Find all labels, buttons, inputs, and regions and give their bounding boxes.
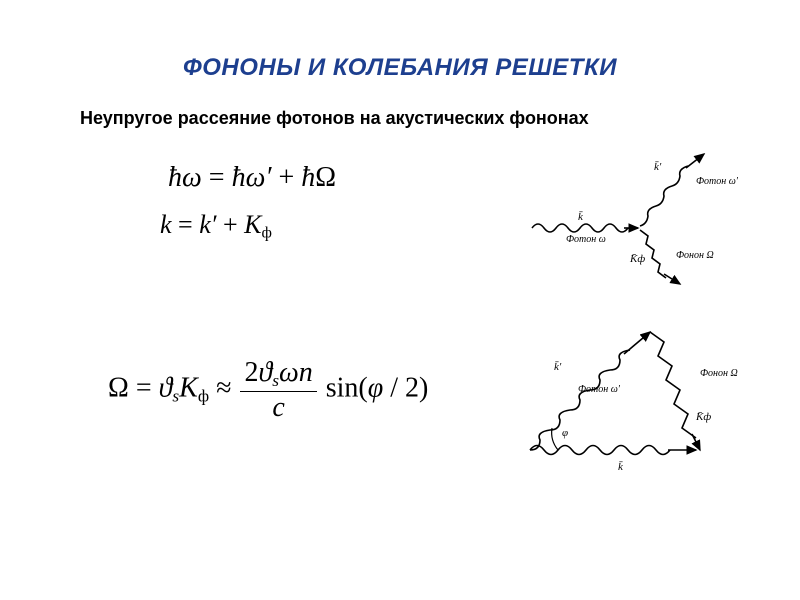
d1-phonon-label: Фонон Ω <box>676 250 714 261</box>
eq1-Omega: Ω <box>315 162 336 193</box>
eq2-eq: = <box>172 210 200 239</box>
eq3-sin: sin( <box>319 373 368 404</box>
eq3-num-n: n <box>299 357 313 388</box>
d2-phonon-label: Фонон Ω <box>700 368 738 379</box>
eq3-K: K <box>179 373 198 404</box>
d1-Kph-label: K̄ф <box>629 253 645 265</box>
eq1-omega: ω <box>182 162 202 193</box>
eq1-eq: = <box>202 162 232 193</box>
eq1-hbar1: ħ <box>168 162 182 193</box>
eq2-k: k <box>160 210 172 239</box>
eq2-phisub: ф <box>261 225 271 242</box>
eq3-num-2: 2 <box>244 357 258 388</box>
d2-Kph-label: K̄ф <box>695 411 711 423</box>
eq3-phisub: ф <box>198 387 209 406</box>
equation-phonon-frequency: Ω = ϑsKф ≈ 2ϑsωnc sin(φ / 2) <box>108 358 428 422</box>
equation-energy-conservation: ħω = ħω′ + ħΩ <box>168 162 336 194</box>
eq3-Omega: Ω <box>108 373 129 404</box>
eq2-kprime: k′ <box>199 210 216 239</box>
eq3-vartheta: ϑ <box>159 373 173 404</box>
eq2-plus: + <box>216 210 244 239</box>
eq3-over2: / 2) <box>383 373 428 404</box>
d2-kprime-label: k̄′ <box>554 361 562 373</box>
d1-photon-in-label: Фотон ω <box>566 234 606 245</box>
eq1-omegaprime: ω′ <box>246 162 272 193</box>
eq3-den-c: c <box>272 392 284 423</box>
eq3-eq: = <box>129 373 159 404</box>
eq2-K: K <box>244 210 261 239</box>
d2-k-label: k̄ <box>618 461 624 473</box>
eq3-num-omega: ω <box>279 357 299 388</box>
slide-title: ФОНОНЫ И КОЛЕБАНИЯ РЕШЕТКИ <box>0 54 800 82</box>
diagram-scattering-vertex: k̄ Фотон ω k̄′ Фотон ω′ K̄ф Фонон Ω <box>520 148 760 293</box>
eq3-phi: φ <box>368 373 384 404</box>
d1-photon-out-label: Фотон ω′ <box>696 176 739 187</box>
eq1-hbar3: ħ <box>301 162 315 193</box>
eq3-approx: ≈ <box>209 373 238 404</box>
equation-momentum-conservation: k = k′ + Kф <box>160 210 272 243</box>
eq3-num-v: ϑ <box>258 357 272 388</box>
d1-kprime-label: k̄′ <box>654 161 662 173</box>
slide-subtitle: Неупругое рассеяние фотонов на акустичес… <box>80 108 589 129</box>
d1-kin-label: k̄ <box>578 211 584 223</box>
d2-phi-label: φ <box>562 427 568 439</box>
eq3-fraction: 2ϑsωnc <box>240 358 316 422</box>
d2-photon-out-label: Фотон ω′ <box>578 384 621 395</box>
eq3-num-s: s <box>272 371 279 390</box>
eq1-hbar2: ħ <box>232 162 246 193</box>
eq1-plus: + <box>271 162 301 193</box>
slide: ФОНОНЫ И КОЛЕБАНИЯ РЕШЕТКИ Неупругое рас… <box>0 0 800 600</box>
diagram-vector-triangle: k̄ k̄′ Фотон ω′ Фонон Ω K̄ф φ <box>500 310 760 485</box>
